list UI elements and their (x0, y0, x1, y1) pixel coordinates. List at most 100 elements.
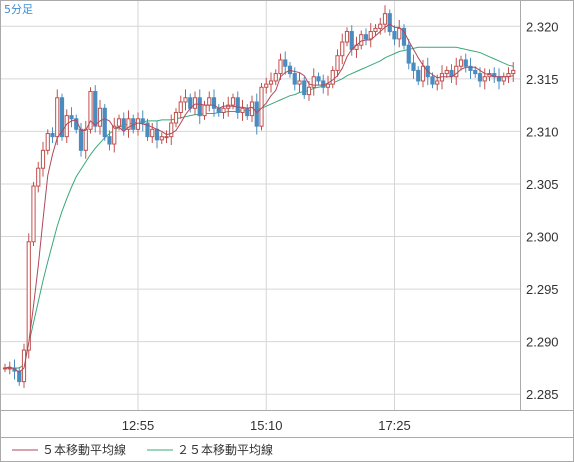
candle-body (273, 73, 278, 82)
candle (454, 57, 459, 86)
legend: ５本移動平均線 ２５本移動平均線 (12, 442, 273, 457)
candle (178, 95, 183, 119)
candle-body (107, 136, 112, 145)
candle-body (330, 69, 335, 85)
candle (26, 233, 31, 359)
candle-body (93, 90, 98, 127)
candle-body (349, 31, 354, 50)
candle-body (416, 69, 421, 82)
candle-body (264, 83, 269, 88)
candle (240, 99, 245, 121)
candle-body (268, 80, 274, 85)
candle-body (45, 133, 50, 151)
candle (373, 24, 378, 36)
candle-body (411, 62, 416, 71)
ma25-line (5, 46, 514, 369)
candle-body (221, 107, 226, 113)
candle-body (325, 83, 331, 88)
candle (17, 366, 22, 386)
candle-body (406, 44, 411, 64)
candle-body (131, 118, 136, 130)
candle (406, 38, 411, 70)
candle-body (368, 31, 373, 40)
candle (69, 107, 74, 128)
x-tick-label: 12:55 (122, 418, 155, 433)
candle-body (340, 41, 345, 57)
candle (235, 91, 240, 119)
candle (302, 76, 307, 99)
y-tick-label: 2.290 (526, 335, 559, 350)
candle-body (216, 107, 221, 113)
candle-body (382, 13, 388, 25)
candle-body (511, 69, 516, 75)
candle (297, 72, 302, 93)
candle (254, 93, 259, 135)
candle-body (159, 136, 164, 141)
candle (511, 62, 516, 82)
candle (264, 77, 269, 94)
candle-body (392, 31, 397, 40)
candle (145, 118, 150, 141)
candle (473, 66, 478, 78)
candle (126, 110, 131, 138)
candle-body (17, 370, 22, 383)
candle-body (444, 69, 449, 75)
candle-body (164, 136, 169, 139)
candle (45, 129, 50, 155)
x-tick-label: 17:25 (378, 418, 411, 433)
candle-body (211, 97, 217, 109)
candle (192, 91, 198, 115)
candle (397, 19, 402, 48)
candle-body (192, 97, 198, 109)
candle-body (50, 133, 55, 138)
candle (159, 132, 164, 145)
candle (50, 127, 55, 143)
candle-body (69, 115, 74, 120)
candle-body (435, 80, 440, 85)
candle-body (121, 118, 126, 130)
candle-body (235, 97, 240, 113)
candle-body (59, 97, 65, 138)
candle-body (468, 65, 473, 71)
candle (416, 66, 421, 86)
y-tick-label: 2.315 (526, 72, 559, 87)
candle-body (55, 97, 60, 138)
candle (283, 51, 288, 75)
candle-body (321, 80, 326, 88)
candle (330, 66, 335, 89)
candle-body (240, 107, 245, 113)
candle (107, 130, 112, 151)
candle (112, 117, 117, 153)
candle-body (387, 13, 392, 33)
candle-body (83, 128, 88, 151)
candle (382, 5, 388, 33)
candle (340, 33, 345, 65)
candle-body (140, 118, 145, 124)
candle-body (31, 185, 36, 243)
candle (316, 72, 321, 86)
candle (482, 68, 487, 90)
candle-body (306, 86, 312, 96)
candle-body (178, 101, 183, 113)
candle-body (245, 107, 250, 117)
candle-body (169, 122, 174, 138)
candle-body (226, 104, 231, 109)
candle-body (397, 27, 402, 40)
candle (164, 130, 169, 143)
candle-body (501, 76, 506, 82)
y-tick-label: 2.320 (526, 19, 559, 34)
candle (226, 96, 231, 117)
candle (411, 54, 416, 79)
candle (7, 361, 12, 375)
candle-body (154, 128, 160, 141)
candle-body (420, 65, 426, 82)
candle (468, 57, 473, 79)
candle-body (78, 128, 84, 151)
candle-body (477, 73, 483, 82)
candle-body (482, 76, 487, 82)
candle (88, 87, 93, 134)
candle (311, 68, 316, 96)
candle (183, 89, 188, 111)
legend-item: ２５本移動平均線 (147, 442, 273, 457)
